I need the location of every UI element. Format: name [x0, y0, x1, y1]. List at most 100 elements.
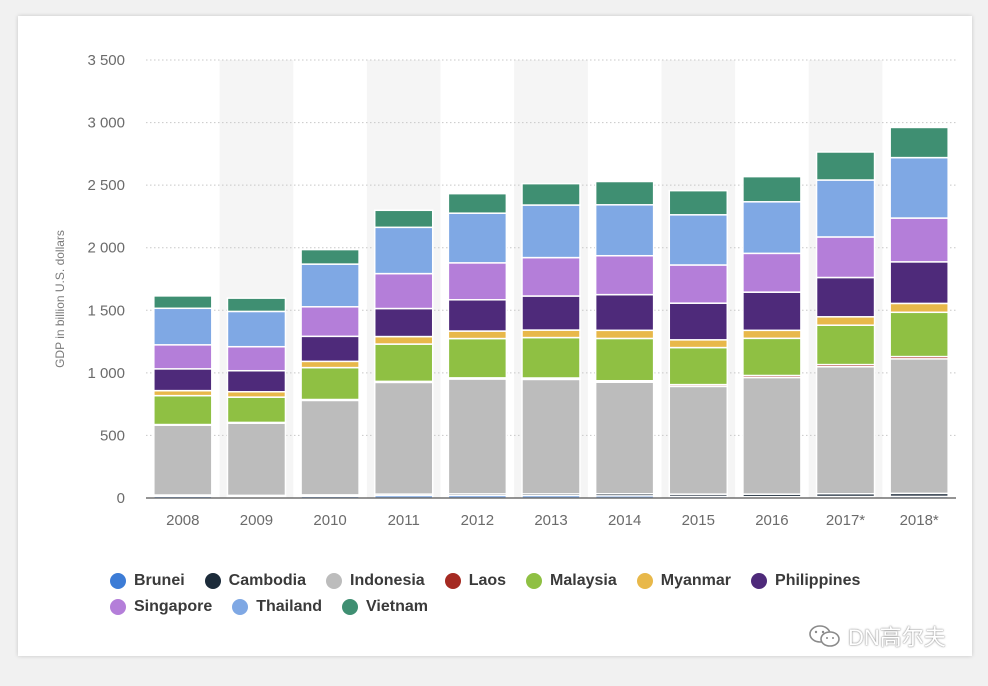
bar-segment-indonesia: [226, 422, 287, 497]
legend-swatch: [444, 573, 461, 589]
legend-swatch: [326, 573, 343, 589]
bar-segment-myanmar: [447, 330, 508, 340]
bar-segment-malaysia: [447, 337, 508, 379]
bar-segment-thailand: [668, 214, 729, 266]
bar-segment-vietnam: [153, 295, 213, 310]
bar-segment-singapore: [889, 217, 949, 263]
y-tick-label: 3 500: [87, 52, 125, 69]
y-tick-label: 3 000: [87, 115, 125, 132]
bar-segment-thailand: [742, 201, 802, 255]
x-tick-label: 2014: [608, 512, 641, 529]
bar-segment-vietnam: [889, 126, 949, 159]
bar-segment-thailand: [226, 310, 287, 348]
bar-segment-philippines: [300, 335, 360, 363]
y-axis-label: GDP in billion U.S. dollars: [53, 230, 67, 368]
bar-segment-singapore: [300, 306, 360, 338]
legend-item-myanmar[interactable]: Myanmar: [636, 572, 732, 590]
bar-segment-philippines: [521, 295, 581, 331]
legend-label: Laos: [468, 572, 507, 589]
bar-segment-philippines: [153, 368, 213, 392]
bar-segment-malaysia: [373, 343, 434, 383]
bar-segment-myanmar: [521, 329, 581, 339]
legend-label: Vietnam: [366, 598, 428, 615]
x-tick-label: 2017*: [826, 512, 865, 529]
legend-row: Singapore Thailand Vietnam: [110, 594, 930, 620]
legend-item-malaysia[interactable]: Malaysia: [526, 572, 617, 590]
bar-segment-myanmar: [889, 302, 949, 314]
legend-label: Malaysia: [550, 572, 617, 589]
bar-segment-myanmar: [300, 360, 360, 369]
y-tick-label: 1 000: [87, 365, 125, 382]
bar-segment-philippines: [373, 307, 434, 338]
x-tick-label: 2018*: [900, 512, 939, 529]
x-tick-label: 2016: [755, 512, 788, 529]
bar-segment-indonesia: [668, 385, 729, 495]
bar-segment-indonesia: [742, 376, 802, 495]
bar-segment-vietnam: [815, 151, 876, 181]
bar-segment-malaysia: [815, 324, 876, 366]
bar-segment-singapore: [373, 272, 434, 310]
bar-segment-vietnam: [668, 189, 729, 216]
bar-segment-thailand: [889, 156, 949, 219]
bar-segment-singapore: [521, 256, 581, 297]
bar-segment-myanmar: [594, 329, 655, 340]
legend-item-laos[interactable]: Laos: [444, 572, 507, 590]
bar-segment-thailand: [521, 204, 581, 259]
chart-card: 0 500 1 000 1 500 2 000 2 500 3 000 3 500 GDP in…: [18, 16, 972, 656]
bar-segment-philippines: [889, 261, 949, 305]
watermark: DN高尔夫: [808, 620, 946, 652]
bar-segment-philippines: [815, 276, 876, 318]
bar-segment-thailand: [300, 263, 360, 308]
legend-label: Brunei: [134, 572, 185, 589]
bar-segment-indonesia: [815, 365, 876, 495]
watermark-text: DN高尔夫: [848, 625, 946, 650]
legend-swatch: [110, 573, 126, 589]
legend-label: Myanmar: [660, 572, 732, 589]
legend-item-philippines[interactable]: Philippines: [751, 572, 860, 590]
bar-segment-singapore: [815, 236, 876, 279]
legend-label: Philippines: [775, 572, 861, 589]
y-tick-label: 2 500: [87, 177, 125, 194]
legend-item-cambodia[interactable]: Cambodia: [204, 572, 306, 590]
bar-segment-singapore: [447, 262, 508, 301]
legend-item-indonesia[interactable]: Indonesia: [326, 572, 425, 590]
legend-swatch: [636, 573, 653, 589]
bar-segment-indonesia: [447, 378, 508, 495]
bar-segment-philippines: [668, 302, 729, 341]
x-tick-label: 2013: [534, 512, 567, 529]
bar-segment-myanmar: [153, 389, 213, 397]
bar-segment-malaysia: [594, 337, 655, 382]
bar-segment-indonesia: [521, 378, 581, 495]
x-tick-label: 2010: [313, 512, 346, 529]
bar-segment-myanmar: [815, 316, 876, 326]
bar-segment-indonesia: [594, 381, 655, 495]
legend-row: Brunei Cambodia Indonesia Laos Malaysia Myanm…: [110, 568, 930, 594]
bar-segment-vietnam: [594, 180, 655, 206]
bar-segment-philippines: [594, 293, 655, 332]
legend-item-singapore[interactable]: Singapore: [110, 598, 212, 616]
x-tick-label: 2012: [461, 512, 494, 529]
bar-segment-malaysia: [153, 394, 213, 426]
bar-segment-malaysia: [226, 396, 287, 424]
bar-segment-vietnam: [373, 209, 434, 229]
bar-segment-philippines: [742, 291, 802, 332]
y-tick-label: 2 000: [87, 240, 125, 257]
legend-item-vietnam[interactable]: Vietnam: [342, 598, 428, 616]
bar-segment-singapore: [153, 344, 213, 370]
bar-segment-thailand: [815, 179, 876, 238]
bar-segment-myanmar: [226, 391, 287, 398]
bar-segment-malaysia: [521, 336, 581, 379]
bar-segment-thailand: [373, 226, 434, 275]
bar-segment-myanmar: [668, 339, 729, 349]
legend-swatch: [110, 599, 126, 615]
bar-segment-vietnam: [742, 175, 802, 203]
legend-swatch: [232, 599, 249, 615]
bar-segment-thailand: [153, 307, 213, 346]
bar-segment-indonesia: [300, 399, 360, 496]
bar-segment-philippines: [447, 299, 508, 332]
bar-segment-myanmar: [742, 329, 802, 340]
legend-item-brunei[interactable]: Brunei: [110, 572, 185, 590]
legend-item-thailand[interactable]: Thailand: [232, 598, 322, 616]
bar-segment-singapore: [668, 264, 729, 304]
x-tick-label: 2008: [166, 512, 199, 529]
